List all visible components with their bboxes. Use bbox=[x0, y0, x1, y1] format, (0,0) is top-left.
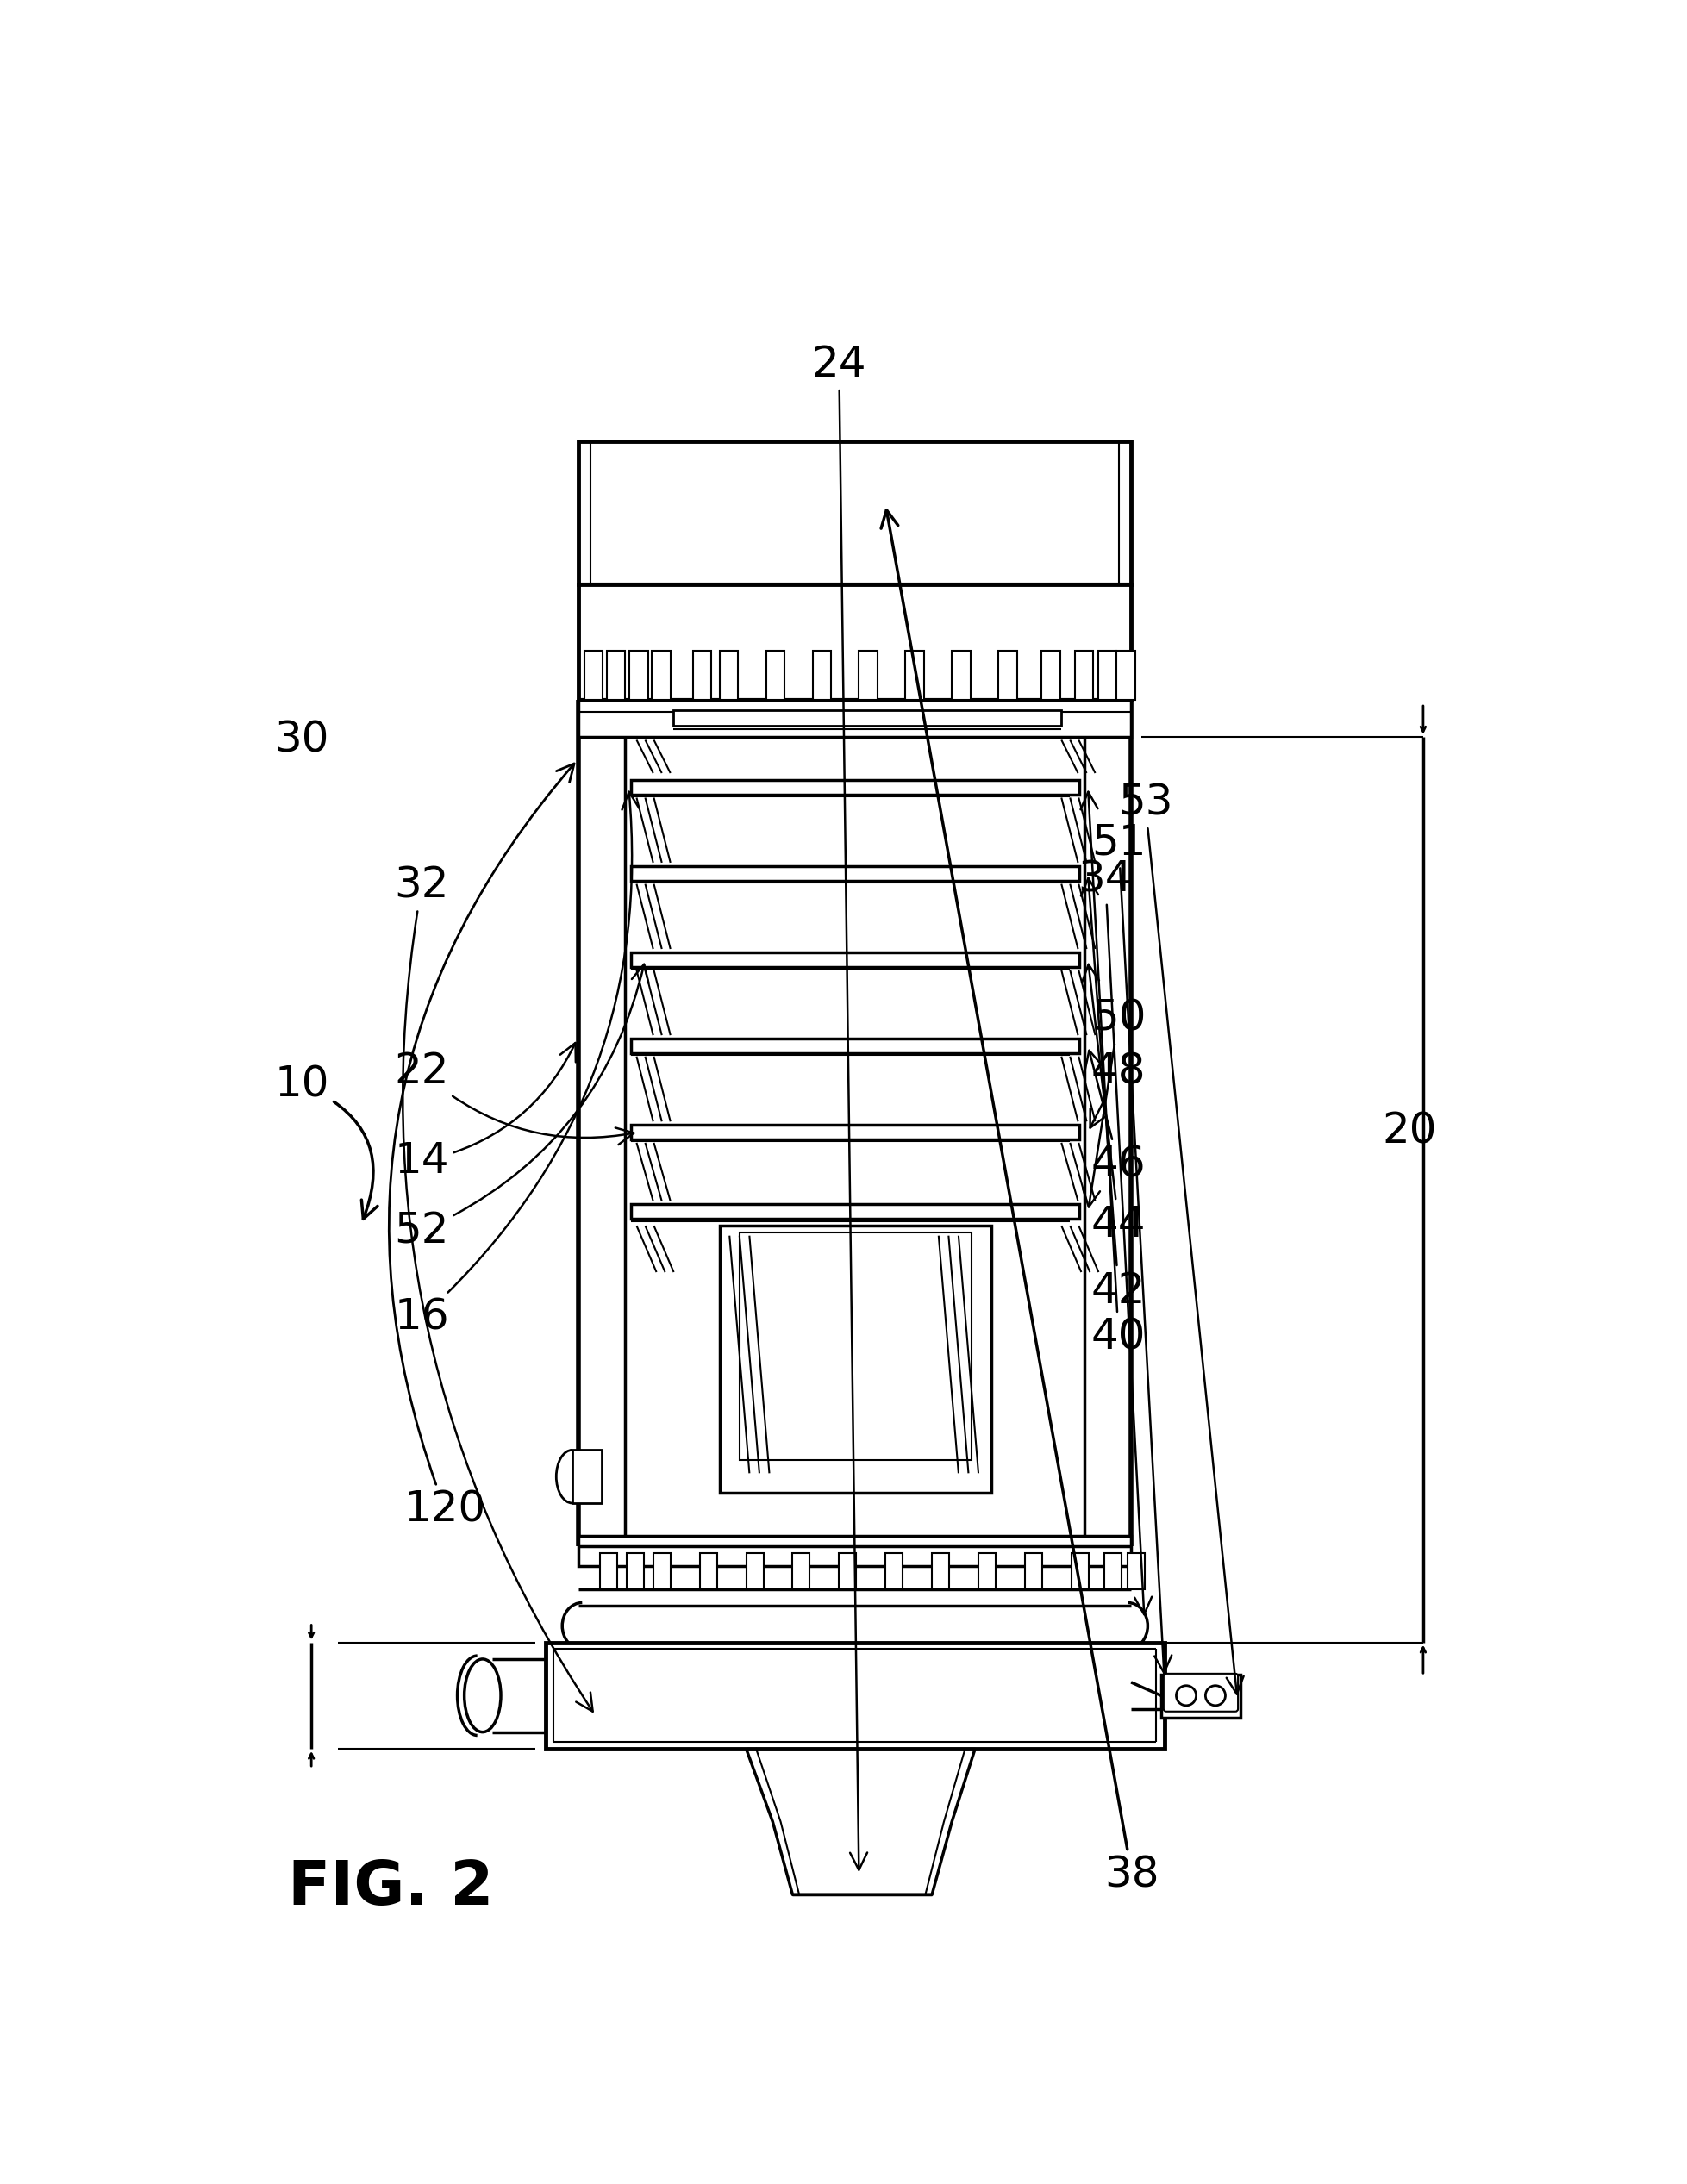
Bar bbox=[607, 651, 626, 701]
Text: 24: 24 bbox=[811, 345, 867, 1870]
Text: 38: 38 bbox=[881, 509, 1159, 1896]
Bar bbox=[631, 867, 1080, 880]
Bar bbox=[1026, 1553, 1043, 1590]
Text: 50: 50 bbox=[1083, 998, 1145, 1208]
Bar bbox=[1161, 1675, 1240, 1717]
Bar bbox=[838, 1553, 857, 1590]
Bar bbox=[629, 651, 648, 701]
Bar bbox=[978, 1553, 995, 1590]
Text: 52: 52 bbox=[395, 965, 648, 1251]
Text: 53: 53 bbox=[1118, 782, 1243, 1695]
Bar bbox=[951, 651, 970, 701]
Bar bbox=[1105, 1553, 1122, 1590]
Bar bbox=[631, 780, 1080, 795]
Text: 20: 20 bbox=[1383, 1112, 1437, 1153]
Bar bbox=[673, 710, 1061, 725]
Bar bbox=[601, 1553, 617, 1590]
Text: 40: 40 bbox=[1081, 793, 1145, 1358]
Text: 48: 48 bbox=[1090, 1051, 1145, 1127]
Bar bbox=[1041, 651, 1059, 701]
Bar bbox=[859, 651, 877, 701]
Bar bbox=[999, 651, 1017, 701]
Bar bbox=[720, 1225, 992, 1494]
Bar bbox=[579, 441, 1130, 583]
Bar bbox=[572, 1450, 602, 1503]
Bar bbox=[720, 651, 739, 701]
Bar bbox=[631, 952, 1080, 968]
Text: 14: 14 bbox=[395, 1044, 575, 1182]
Bar bbox=[1129, 1553, 1145, 1590]
Bar bbox=[700, 1553, 717, 1590]
Bar bbox=[1075, 651, 1093, 701]
Bar bbox=[545, 1642, 1164, 1749]
Bar bbox=[631, 1203, 1080, 1219]
Bar bbox=[739, 1232, 972, 1459]
Bar bbox=[1098, 651, 1117, 701]
Text: 10: 10 bbox=[275, 1064, 378, 1219]
Text: 42: 42 bbox=[1081, 878, 1145, 1310]
Bar bbox=[693, 651, 712, 701]
Bar bbox=[813, 651, 832, 701]
Bar bbox=[1117, 651, 1135, 701]
Text: FIG. 2: FIG. 2 bbox=[288, 1859, 494, 1918]
Bar bbox=[793, 1553, 810, 1590]
Text: 51: 51 bbox=[1091, 821, 1172, 1673]
Bar bbox=[653, 1553, 670, 1590]
Text: 32: 32 bbox=[395, 865, 592, 1712]
Bar bbox=[746, 1553, 763, 1590]
Bar bbox=[579, 583, 1130, 701]
Bar bbox=[886, 1553, 903, 1590]
Bar bbox=[1071, 1553, 1088, 1590]
Bar bbox=[766, 651, 784, 701]
Bar bbox=[931, 1553, 950, 1590]
Bar bbox=[631, 1125, 1080, 1140]
Bar bbox=[626, 1553, 644, 1590]
Text: 22: 22 bbox=[395, 1051, 634, 1144]
Bar bbox=[584, 651, 602, 701]
FancyBboxPatch shape bbox=[1164, 1673, 1238, 1712]
Text: 30: 30 bbox=[273, 719, 329, 760]
Text: 44: 44 bbox=[1081, 965, 1145, 1245]
Text: 34: 34 bbox=[1078, 858, 1152, 1614]
Text: 46: 46 bbox=[1085, 1051, 1145, 1186]
Bar bbox=[906, 651, 924, 701]
Bar bbox=[579, 701, 1130, 736]
Text: 120: 120 bbox=[390, 764, 574, 1531]
Bar bbox=[651, 651, 670, 701]
Bar bbox=[579, 1535, 1130, 1566]
Text: 16: 16 bbox=[395, 793, 639, 1339]
Bar bbox=[631, 1040, 1080, 1053]
